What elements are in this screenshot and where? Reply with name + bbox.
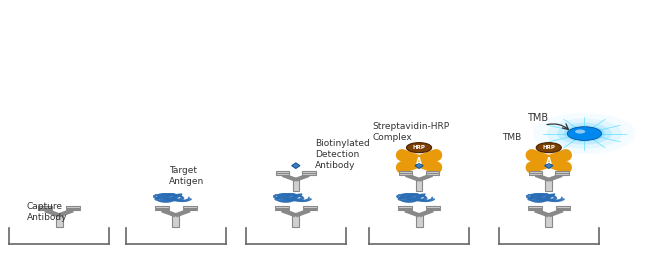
Bar: [183, 206, 197, 208]
Bar: [529, 171, 542, 173]
Bar: [302, 171, 316, 173]
Circle shape: [547, 119, 622, 149]
Text: A: A: [416, 157, 422, 166]
Polygon shape: [545, 163, 553, 168]
Polygon shape: [292, 163, 300, 168]
Text: TMB: TMB: [502, 133, 521, 142]
Bar: [55, 215, 62, 227]
Bar: [172, 215, 179, 227]
Text: Capture
Antibody: Capture Antibody: [27, 202, 67, 222]
Bar: [399, 173, 413, 175]
Bar: [292, 180, 299, 191]
Bar: [545, 215, 552, 227]
Circle shape: [536, 143, 562, 153]
Bar: [555, 171, 569, 173]
Bar: [275, 209, 289, 210]
Text: HRP: HRP: [542, 145, 555, 150]
Bar: [155, 209, 169, 210]
Bar: [292, 215, 299, 227]
Bar: [398, 206, 412, 208]
Circle shape: [567, 127, 601, 140]
Bar: [529, 173, 542, 175]
Bar: [66, 209, 80, 210]
Text: TMB: TMB: [527, 113, 549, 123]
Bar: [275, 206, 289, 208]
Bar: [426, 206, 440, 208]
Bar: [426, 209, 440, 210]
Text: Target
Antigen: Target Antigen: [170, 166, 205, 186]
Circle shape: [557, 123, 612, 145]
Circle shape: [406, 143, 432, 153]
Bar: [38, 206, 52, 208]
Circle shape: [533, 113, 636, 154]
Bar: [556, 209, 570, 210]
Bar: [302, 173, 316, 175]
Bar: [276, 173, 289, 175]
Bar: [426, 171, 439, 173]
Circle shape: [564, 125, 605, 142]
Text: Streptavidin-HRP
Complex: Streptavidin-HRP Complex: [372, 122, 449, 142]
Bar: [276, 171, 289, 173]
Text: A: A: [546, 157, 552, 166]
Bar: [415, 215, 423, 227]
Text: HRP: HRP: [413, 145, 426, 150]
Bar: [556, 206, 570, 208]
Bar: [399, 171, 413, 173]
Bar: [303, 209, 317, 210]
Bar: [66, 206, 80, 208]
Polygon shape: [415, 163, 423, 168]
Circle shape: [575, 129, 585, 134]
Bar: [426, 173, 439, 175]
Text: Biotinylated
Detection
Antibody: Biotinylated Detection Antibody: [315, 139, 370, 170]
Bar: [416, 180, 422, 191]
Bar: [528, 209, 541, 210]
Bar: [528, 206, 541, 208]
Bar: [555, 173, 569, 175]
Bar: [545, 180, 552, 191]
Bar: [183, 209, 197, 210]
Bar: [303, 206, 317, 208]
Bar: [398, 209, 412, 210]
Bar: [155, 206, 169, 208]
Bar: [38, 209, 52, 210]
